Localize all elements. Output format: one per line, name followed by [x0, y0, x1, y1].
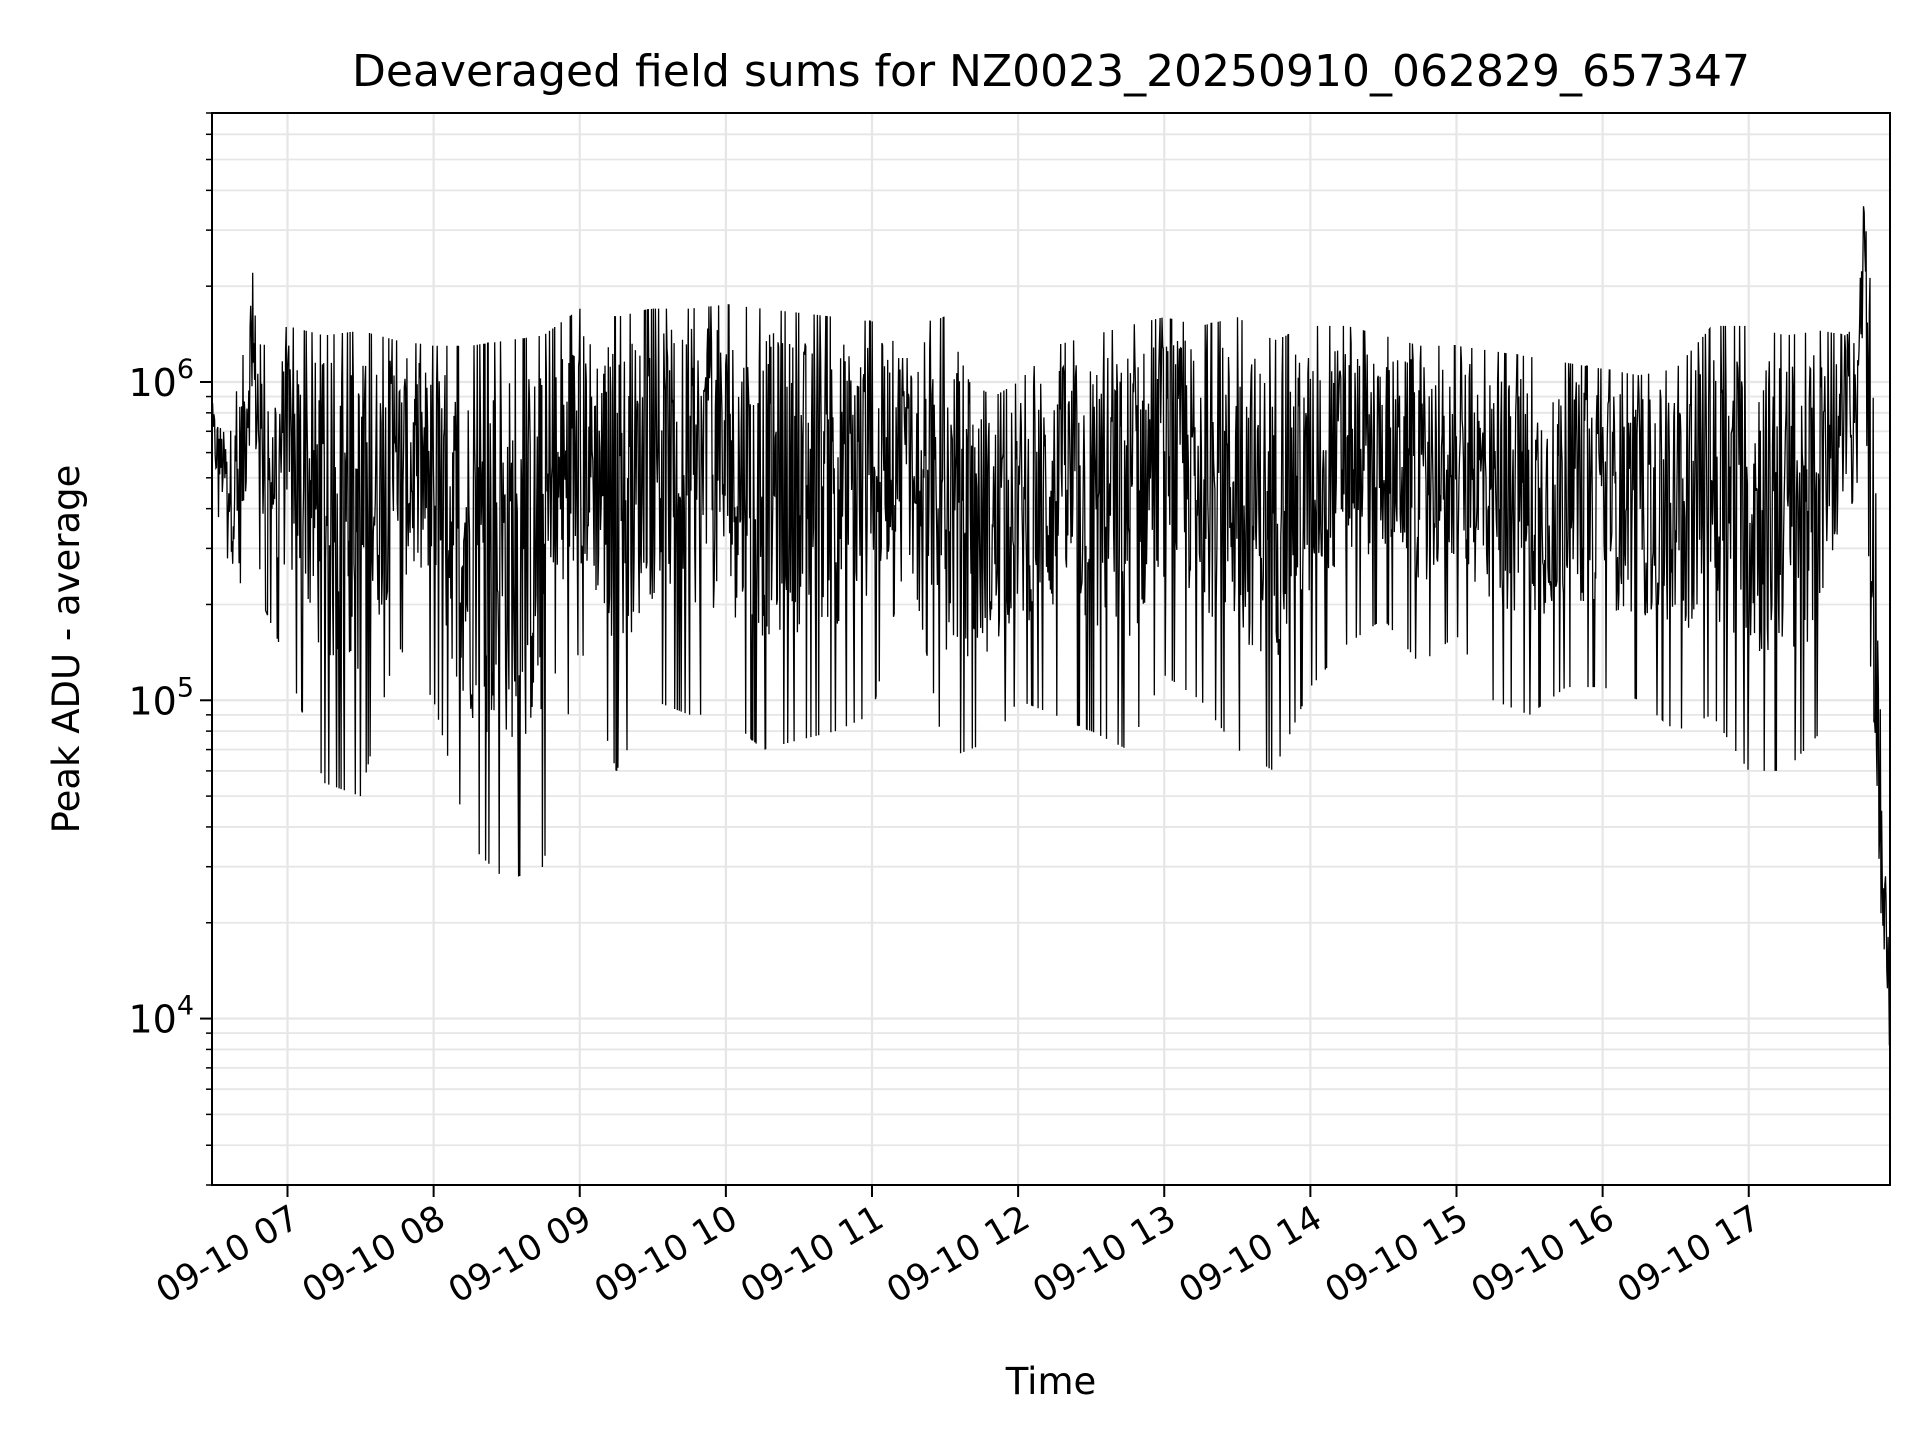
chart-title: Deaveraged field sums for NZ0023_2025091…: [352, 46, 1750, 97]
y-axis-label: Peak ADU - average: [45, 465, 88, 834]
data-layer: [211, 206, 1891, 1046]
y-tick-label: 104: [128, 991, 194, 1042]
y-tick-label: 106: [128, 354, 194, 405]
y-tick-label: 105: [128, 672, 194, 723]
plot-frame: [211, 112, 1891, 1186]
series-line: [211, 206, 1891, 1046]
x-axis-label: Time: [1005, 1360, 1097, 1403]
